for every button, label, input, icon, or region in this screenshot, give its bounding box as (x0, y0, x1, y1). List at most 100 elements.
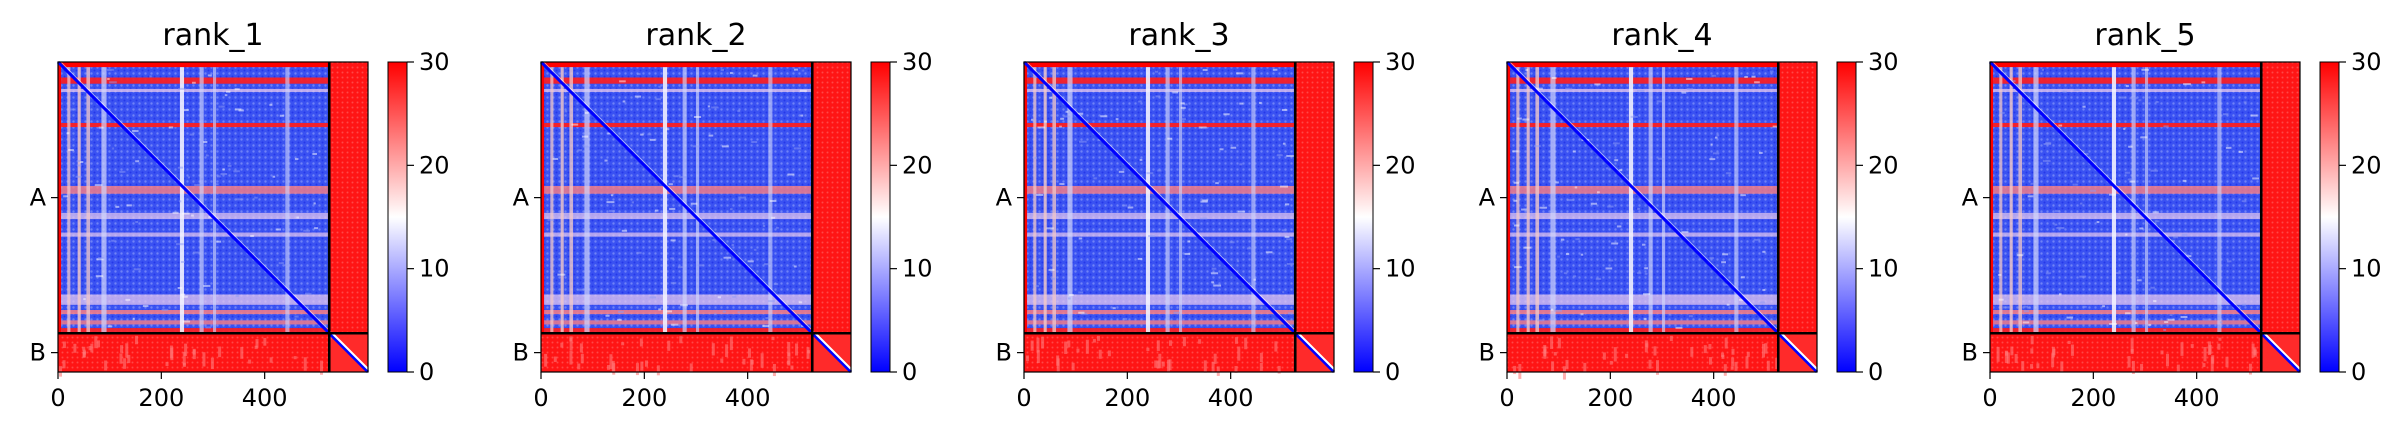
row-band (1027, 77, 1296, 84)
panel-title: rank_2 (645, 18, 746, 53)
colorbar-frame (870, 61, 891, 373)
row-band (1993, 88, 2262, 92)
texture (1606, 167, 1609, 170)
column-band (1628, 67, 1634, 334)
row-band (61, 294, 330, 305)
texture (1076, 348, 1080, 353)
texture (2051, 353, 2055, 368)
texture (807, 350, 811, 354)
texture (1525, 68, 1529, 71)
texture (712, 239, 716, 242)
colorbar-tick-label: 30 (2351, 48, 2382, 76)
row-band (61, 88, 330, 92)
x-tick-label: 400 (242, 384, 288, 412)
texture (2190, 344, 2194, 348)
panel-title: rank_4 (1611, 18, 1712, 53)
texture (269, 103, 273, 106)
texture (2160, 350, 2164, 355)
texture (1641, 243, 1646, 246)
texture (2141, 68, 2150, 71)
texture (649, 296, 656, 299)
texture (106, 68, 114, 71)
texture (1182, 336, 1186, 347)
texture (2169, 314, 2173, 317)
texture (1766, 360, 1770, 371)
y-tick-label: B (1479, 339, 1495, 367)
texture (742, 358, 746, 365)
texture (647, 133, 652, 136)
texture (194, 184, 202, 187)
texture (97, 340, 101, 348)
texture (1065, 110, 1069, 113)
texture (584, 111, 589, 114)
texture (1669, 335, 1673, 342)
column-band (696, 67, 700, 334)
texture (96, 258, 104, 261)
texture (2248, 363, 2252, 375)
row-band (1027, 310, 1296, 315)
colorbar-tick-label: 20 (1385, 151, 1416, 179)
x-tick-label: 0 (533, 384, 548, 412)
row-band (544, 294, 813, 305)
texture (2176, 364, 2180, 372)
texture (1078, 237, 1083, 240)
texture (569, 337, 573, 351)
texture (621, 342, 625, 346)
texture (1046, 227, 1054, 230)
texture (753, 248, 757, 251)
texture (1730, 366, 1734, 370)
texture (126, 204, 132, 207)
texture (1244, 337, 1248, 350)
texture (748, 348, 752, 358)
texture (168, 126, 174, 129)
texture (689, 363, 693, 372)
texture (83, 298, 86, 301)
texture (1121, 204, 1128, 207)
texture (793, 147, 802, 150)
texture (1234, 337, 1238, 344)
AB-block (2261, 62, 2300, 334)
diagonal-A-highlight (59, 60, 332, 333)
row-band (1510, 310, 1779, 315)
texture (269, 357, 273, 363)
texture (1563, 272, 1568, 275)
texture (2027, 195, 2034, 198)
row-band (544, 88, 813, 92)
column-band (1067, 67, 1073, 334)
texture (2136, 279, 2142, 282)
texture (1754, 81, 1760, 84)
texture (1573, 275, 1577, 278)
texture (1543, 349, 1547, 359)
x-tick-label: 0 (1982, 384, 1997, 412)
texture (762, 325, 769, 328)
texture (771, 336, 775, 341)
texture (1609, 360, 1613, 365)
texture (76, 159, 81, 162)
diagonal-A-highlight (542, 60, 815, 333)
column-band (67, 67, 71, 334)
texture (182, 320, 191, 323)
texture (679, 176, 687, 179)
texture (2129, 180, 2136, 183)
texture (771, 216, 775, 219)
texture (607, 365, 611, 370)
texture (178, 87, 186, 90)
y-tick-label: B (30, 339, 46, 367)
diagonal-B-highlight (331, 332, 369, 370)
texture (1098, 349, 1102, 359)
texture (294, 158, 299, 161)
texture (2030, 364, 2034, 369)
texture (2182, 254, 2189, 257)
AB-block (329, 62, 368, 334)
texture (2164, 321, 2169, 324)
texture (762, 224, 766, 227)
texture (571, 123, 579, 126)
texture (2067, 340, 2071, 344)
texture (218, 346, 222, 358)
texture (787, 341, 791, 357)
texture (2131, 254, 2137, 257)
x-tick-label: 0 (50, 384, 65, 412)
